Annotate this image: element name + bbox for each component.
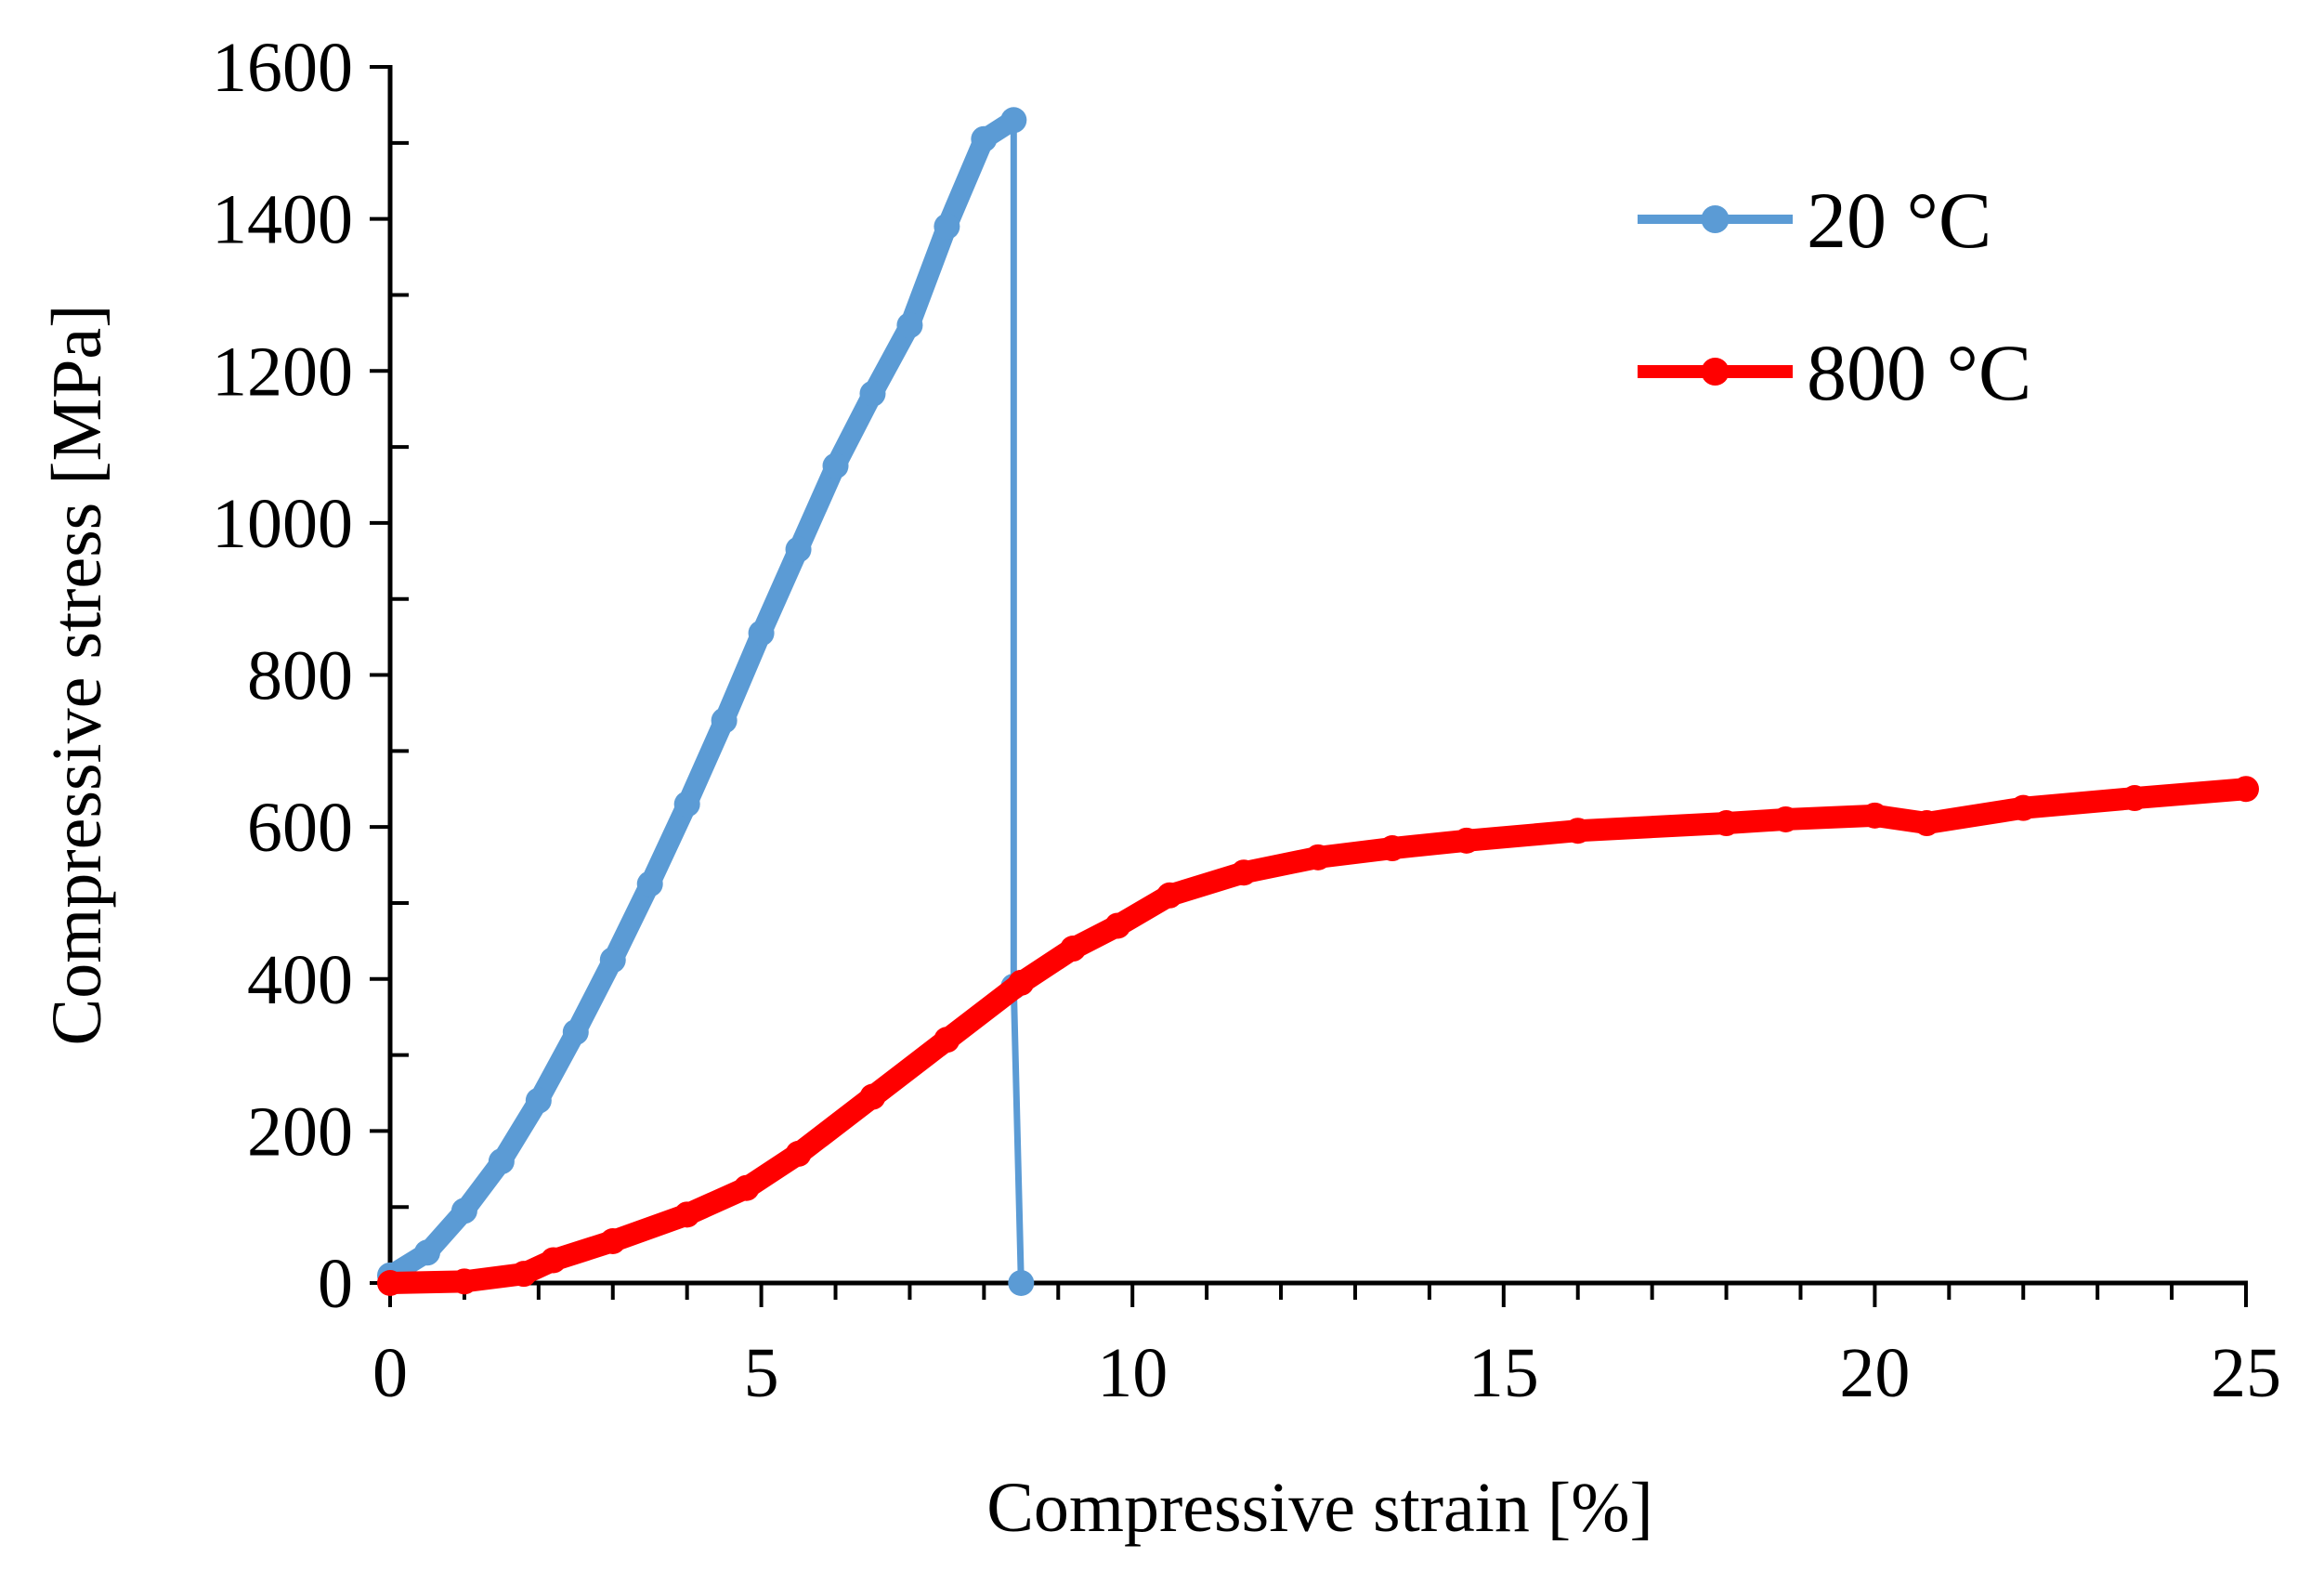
data-point	[1305, 844, 1331, 871]
data-point	[971, 125, 998, 152]
data-point	[599, 947, 626, 974]
legend-label: 20 °C	[1807, 176, 1991, 265]
data-point	[896, 312, 923, 339]
data-point	[1713, 810, 1740, 837]
series-drop-line-0	[1010, 120, 1025, 1284]
data-point	[1913, 810, 1940, 837]
data-point	[733, 1174, 760, 1201]
data-point	[1000, 107, 1027, 134]
legend-marker	[1701, 205, 1730, 233]
data-point	[450, 1198, 477, 1224]
data-point	[377, 1270, 403, 1296]
data-point	[450, 1268, 477, 1295]
legend-label: 800 °C	[1807, 328, 2031, 417]
series-layer	[377, 107, 2259, 1296]
series-1	[377, 776, 2259, 1296]
data-point	[525, 1087, 552, 1114]
data-point	[1156, 882, 1183, 909]
data-point	[2122, 785, 2148, 812]
data-point	[540, 1247, 567, 1274]
data-point	[636, 871, 663, 897]
x-tick-label: 0	[372, 1334, 408, 1412]
data-point	[711, 707, 738, 734]
y-tick-label: 600	[247, 789, 353, 867]
data-point	[859, 1083, 886, 1110]
data-point	[1564, 818, 1591, 844]
axes-layer: 0 200 400 600 800 1000 1200 1400 1600 0 5 10 15 20 25 C…	[38, 29, 2281, 1547]
data-point	[673, 791, 700, 818]
y-tick-label: 0	[318, 1245, 353, 1323]
data-point	[2010, 794, 2037, 821]
data-point	[599, 1228, 626, 1255]
data-point	[510, 1261, 537, 1288]
y-tick-label: 1000	[212, 485, 353, 563]
data-point	[488, 1148, 515, 1175]
data-point	[822, 452, 849, 479]
data-point	[934, 213, 960, 240]
data-point	[673, 1201, 700, 1228]
series-line-0	[380, 110, 1025, 1286]
data-point	[1104, 912, 1131, 939]
x-tick-label: 15	[1469, 1334, 1539, 1412]
y-tick-label: 400	[247, 941, 353, 1019]
data-point	[1861, 802, 1888, 829]
x-tick-label: 20	[1839, 1334, 1910, 1412]
data-point	[748, 620, 775, 647]
legend-item-1: 800 °C	[1638, 328, 2031, 417]
legend-item-0: 20 °C	[1638, 176, 1991, 265]
data-point	[1060, 936, 1087, 962]
data-point	[1772, 805, 1799, 832]
data-point	[934, 1027, 960, 1054]
data-point	[1378, 835, 1405, 862]
x-axis-title: Compressive strain [%]	[986, 1469, 1653, 1547]
y-tick-label: 1600	[212, 29, 353, 107]
y-tick-label: 200	[247, 1093, 353, 1171]
y-tick-label: 800	[247, 637, 353, 715]
data-point	[1453, 827, 1480, 854]
series-0	[377, 107, 1035, 1296]
series-line-1	[379, 778, 2257, 1294]
y-axis-title: Compressive stress [MPa]	[38, 305, 116, 1046]
x-tick-label: 5	[744, 1334, 779, 1412]
data-point	[1008, 969, 1035, 996]
data-point	[413, 1239, 440, 1266]
y-tick-label: 1200	[212, 333, 353, 411]
data-point	[785, 536, 812, 563]
data-point	[1231, 859, 1258, 886]
data-point	[2233, 776, 2259, 803]
legend-layer: 20 °C 800 °C	[1638, 176, 2031, 417]
y-tick-label: 1400	[212, 181, 353, 259]
x-tick-label: 25	[2211, 1334, 2281, 1412]
data-point	[1008, 1270, 1035, 1296]
data-point	[785, 1140, 812, 1167]
data-point	[562, 1019, 589, 1046]
legend-marker	[1701, 358, 1730, 386]
x-tick-label: 10	[1097, 1334, 1168, 1412]
data-point	[859, 380, 886, 407]
